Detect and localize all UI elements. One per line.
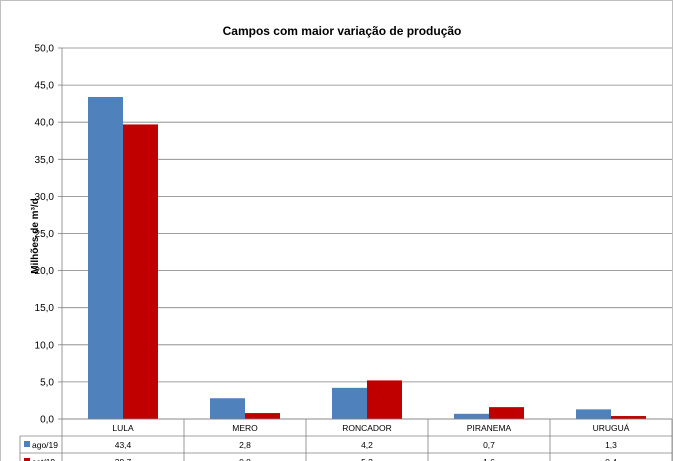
- legend-entry: set/19: [32, 457, 55, 461]
- data-table: LULA MERO RONCADOR PIRANEMA URUGUÁ ago/19 43,4…: [19, 418, 673, 461]
- data-label: 0,4: [605, 457, 617, 461]
- legend-swatch: [24, 441, 30, 447]
- bar-piranema-ago19: [454, 413, 489, 419]
- bar-roncador-ago19: [332, 387, 367, 419]
- data-label: 0,7: [483, 440, 495, 450]
- y-tick-label: 20,0: [35, 266, 55, 277]
- y-tick-label: 25,0: [35, 229, 55, 240]
- bar-lula-ago19: [88, 96, 123, 420]
- x-tick-label: LULA: [112, 423, 134, 433]
- bar-roncador-set19: [367, 380, 402, 419]
- data-label: 1,3: [605, 440, 617, 450]
- bar-mero-ago19: [210, 398, 245, 419]
- bars: [88, 96, 646, 420]
- y-tick-label: 35,0: [35, 155, 55, 166]
- y-axis-ticks: 0,0 5,0 10,0 15,0 20,0 25,0 30,0 35,0 40,0 45,0 50…: [35, 44, 55, 426]
- y-tick-label: 45,0: [35, 81, 55, 92]
- y-tick-label: 10,0: [35, 340, 55, 351]
- bar-mero-set19: [245, 413, 280, 419]
- data-label: 1,6: [483, 457, 495, 461]
- bar-piranema-set19: [489, 407, 524, 419]
- data-label: 39,7: [115, 457, 132, 461]
- y-tick-label: 50,0: [35, 44, 55, 55]
- y-tick-label: 15,0: [35, 303, 55, 314]
- y-tick-label: 0,0: [40, 415, 54, 426]
- data-label: 43,4: [115, 440, 132, 450]
- y-tick-label: 5,0: [40, 377, 54, 388]
- x-tick-label: URUGUÁ: [593, 423, 630, 433]
- legend-entry: ago/19: [32, 440, 58, 450]
- bar-uruguá-ago19: [576, 409, 611, 419]
- data-label: 2,8: [239, 440, 251, 450]
- legend-swatch: [24, 458, 30, 461]
- x-tick-label: PIRANEMA: [467, 423, 512, 433]
- x-tick-label: MERO: [232, 423, 258, 433]
- bar-lula-set19: [123, 124, 158, 420]
- data-label: 4,2: [361, 440, 373, 450]
- y-tick-label: 40,0: [35, 118, 55, 129]
- chart-title: Campos com maior variação de produção: [223, 24, 462, 38]
- data-label: 5,2: [361, 457, 373, 461]
- bar-uruguá-set19: [611, 416, 646, 419]
- x-tick-label: RONCADOR: [342, 423, 392, 433]
- y-axis-label: Milhões de m³/d: [30, 198, 41, 274]
- y-tick-label: 30,0: [35, 192, 55, 203]
- data-label: 0,8: [239, 457, 251, 461]
